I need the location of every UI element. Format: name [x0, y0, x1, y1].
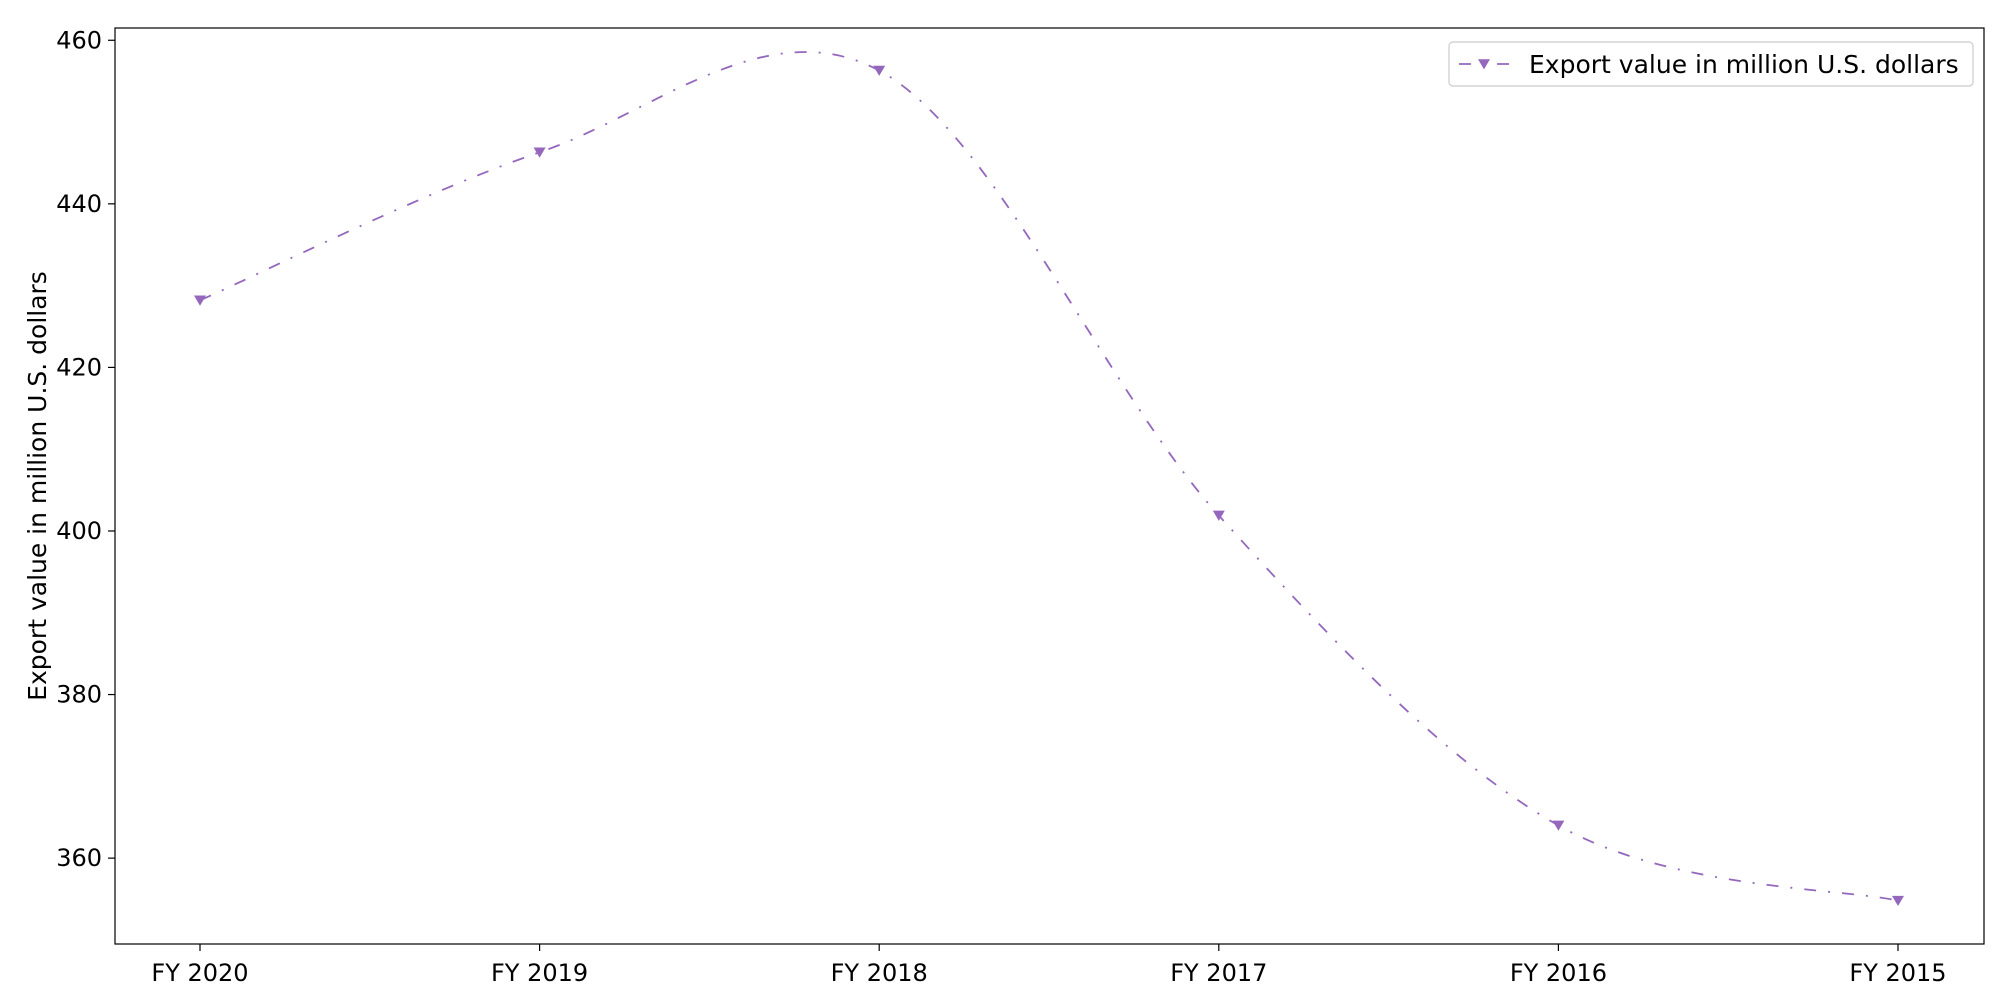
y-axis: 360 380 400 420 440 460 — [56, 26, 115, 872]
x-tick-label: FY 2018 — [831, 959, 928, 987]
y-tick-label: 460 — [56, 26, 102, 54]
x-tick-label: FY 2020 — [151, 959, 248, 987]
legend-label: Export value in million U.S. dollars — [1529, 50, 1959, 79]
x-tick-label: FY 2019 — [491, 959, 588, 987]
y-tick-label: 420 — [56, 353, 102, 381]
legend-box — [1448, 41, 1974, 87]
x-tick-label: FY 2016 — [1510, 959, 1607, 987]
plot-area — [114, 27, 1985, 945]
data-point-marker — [194, 295, 206, 306]
y-tick-label: 440 — [56, 190, 102, 218]
y-axis-label: Export value in million U.S. dollars — [23, 271, 52, 701]
data-point-marker — [1552, 820, 1565, 831]
x-axis: FY 2020 FY 2019 FY 2018 FY 2017 FY 2016 FY 20… — [151, 944, 1947, 987]
y-tick-label: 400 — [56, 517, 102, 545]
x-tick-label: FY 2015 — [1849, 959, 1946, 987]
x-tick-label: FY 2017 — [1170, 959, 1267, 987]
y-tick-label: 360 — [56, 844, 102, 872]
data-point-marker — [1892, 895, 1904, 907]
plot-frame — [114, 27, 1985, 945]
series-layer — [194, 51, 1904, 907]
series-line — [199, 51, 1899, 902]
data-point-marker — [1212, 510, 1225, 521]
data-point-marker — [533, 147, 546, 158]
data-point-marker — [873, 65, 886, 76]
legend: Export value in million U.S. dollars — [1448, 41, 1974, 87]
y-tick-label: 380 — [56, 681, 102, 709]
legend-marker-triangle-down — [1478, 59, 1490, 70]
